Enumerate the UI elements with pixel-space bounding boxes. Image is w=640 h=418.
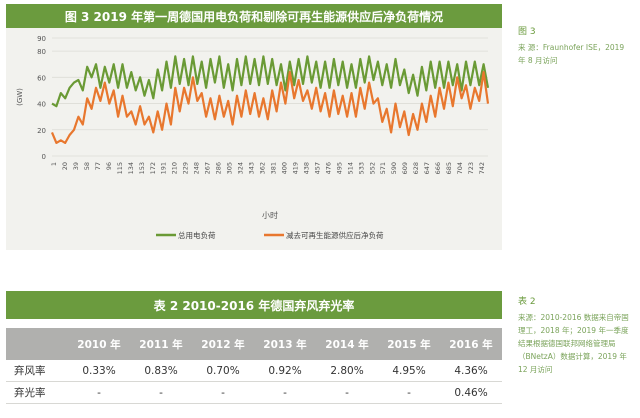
table-title: 表 2 2010-2016 年德国弃风弃光率 — [6, 291, 502, 319]
y-tick-label: 80 — [37, 48, 46, 56]
x-tick-label: 685 — [445, 162, 453, 174]
legend-label: 减去可再生能源供应后净负荷 — [286, 230, 384, 240]
table-row-label: 弃风率 — [6, 360, 68, 382]
x-tick-label: 400 — [280, 162, 288, 174]
table-row-label: 弃光率 — [6, 381, 68, 404]
y-axis-label: (GW) — [16, 88, 24, 106]
x-tick-label: 96 — [105, 162, 113, 170]
table-header-cell: 2013 年 — [254, 328, 316, 360]
x-tick-label: 514 — [346, 162, 354, 174]
y-tick-label: 20 — [37, 127, 46, 135]
table-cell: 0.83% — [130, 360, 192, 382]
x-tick-label: 172 — [149, 162, 157, 174]
table-note-label: 表 2 — [518, 297, 536, 307]
figure-note-text: 来 源：Fraunhofer ISE，2019 年 8 月访问 — [518, 43, 625, 65]
table-note-text: 来源：2010-2016 数据来自帝国理工，2018 年；2019 年一季度结果… — [518, 313, 629, 374]
table-header-cell: 2010 年 — [68, 328, 130, 360]
legend-label: 总用电负荷 — [178, 230, 216, 240]
x-tick-label: 647 — [423, 162, 431, 174]
x-tick-label: 210 — [171, 162, 179, 174]
x-tick-label: 58 — [83, 162, 91, 170]
x-tick-label: 704 — [456, 162, 464, 174]
x-tick-label: 286 — [215, 162, 223, 174]
table-row: 弃光率 - - - - - - 0.46% — [6, 381, 502, 404]
table-cell: - — [68, 381, 130, 404]
x-tick-label: 438 — [302, 162, 310, 174]
x-tick-label: 419 — [291, 162, 299, 174]
x-tick-label: 476 — [324, 162, 332, 174]
x-tick-label: 552 — [368, 162, 376, 174]
table-header-cell: 2014 年 — [316, 328, 378, 360]
table-cell: - — [192, 381, 254, 404]
table-cell: - — [378, 381, 440, 404]
table-cell: 4.95% — [378, 360, 440, 382]
y-tick-label: 0 — [42, 153, 46, 161]
x-tick-label: 39 — [72, 162, 80, 170]
y-tick-label: 90 — [37, 35, 46, 43]
table-cell: 4.36% — [440, 360, 502, 382]
figure-title: 图 3 2019 年第一周德国用电负荷和剔除可再生能源供应后净负荷情况 — [6, 4, 502, 28]
table-cell: 0.92% — [254, 360, 316, 382]
x-tick-label: 20 — [61, 162, 69, 170]
table-cell: 0.70% — [192, 360, 254, 382]
figure-note-label: 图 3 — [518, 27, 536, 37]
table-cell: 0.33% — [68, 360, 130, 382]
x-tick-label: 742 — [478, 162, 486, 174]
curtailment-table: 2010 年 2011 年 2012 年 2013 年 2014 年 2015 … — [6, 328, 502, 404]
x-tick-label: 457 — [313, 162, 321, 174]
x-tick-label: 590 — [390, 162, 398, 174]
x-tick-label: 324 — [237, 162, 245, 174]
x-tick-label: 115 — [116, 162, 124, 174]
series-line-1 — [50, 70, 490, 145]
table-header-cell: 2012 年 — [192, 328, 254, 360]
table-header-cell: 2016 年 — [440, 328, 502, 360]
x-axis-label: 小时 — [262, 210, 278, 220]
y-tick-label: 60 — [37, 74, 46, 82]
figure-panel — [6, 4, 502, 250]
x-tick-label: 77 — [94, 162, 102, 170]
x-tick-label: 609 — [401, 162, 409, 174]
table-cell: - — [254, 381, 316, 404]
figure-source-note: 图 3 来 源：Fraunhofer ISE，2019 年 8 月访问 — [518, 26, 634, 67]
table-header-cell — [6, 328, 68, 360]
table-header-cell: 2011 年 — [130, 328, 192, 360]
y-tick-label: 40 — [37, 101, 46, 109]
x-tick-label: 362 — [259, 162, 267, 174]
x-tick-label: 153 — [138, 162, 146, 174]
x-tick-label: 381 — [269, 162, 277, 174]
x-tick-label: 134 — [127, 162, 135, 174]
table-header-row: 2010 年 2011 年 2012 年 2013 年 2014 年 2015 … — [6, 328, 502, 360]
x-tick-label: 343 — [248, 162, 256, 174]
series-line-0 — [51, 55, 490, 108]
table-row: 弃风率 0.33% 0.83% 0.70% 0.92% 2.80% 4.95% … — [6, 360, 502, 382]
table-header-cell: 2015 年 — [378, 328, 440, 360]
x-tick-label: 571 — [379, 162, 387, 174]
x-tick-label: 1 — [50, 162, 58, 166]
table-cell: - — [130, 381, 192, 404]
table-cell: - — [316, 381, 378, 404]
x-tick-label: 229 — [182, 162, 190, 174]
x-tick-label: 628 — [412, 162, 420, 174]
table-cell: 0.46% — [440, 381, 502, 404]
x-tick-label: 267 — [204, 162, 212, 174]
x-tick-label: 495 — [335, 162, 343, 174]
x-tick-label: 666 — [434, 162, 442, 174]
x-tick-label: 533 — [357, 162, 365, 174]
x-tick-label: 723 — [467, 162, 475, 174]
table-source-note: 表 2 来源：2010-2016 数据来自帝国理工，2018 年；2019 年一… — [518, 296, 634, 376]
table-cell: 2.80% — [316, 360, 378, 382]
x-tick-label: 191 — [160, 162, 168, 174]
x-tick-label: 248 — [193, 162, 201, 174]
x-tick-label: 305 — [226, 162, 234, 174]
